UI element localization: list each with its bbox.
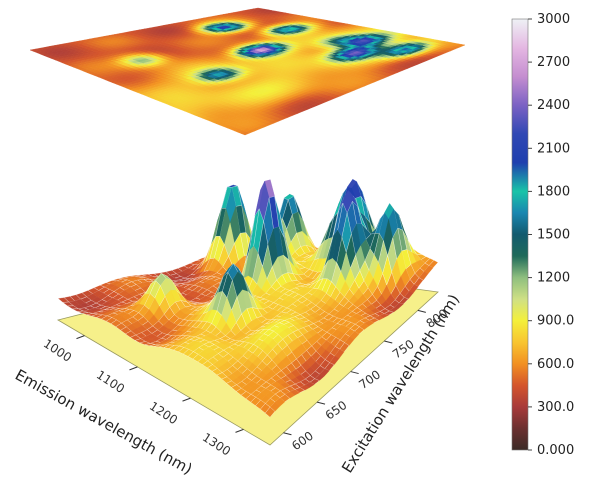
excitation-tick-label: 650: [323, 398, 350, 423]
colorbar-tick-label: 1200: [537, 271, 570, 286]
colorbar-tick-label: 3000: [537, 12, 570, 27]
colorbar-tick-label: 300.0: [537, 400, 574, 415]
colorbar: 3000 2700 2400 2100 1800 1500 1200 900.0 600.0 30…: [511, 12, 574, 458]
excitation-tick: [316, 401, 326, 405]
emission-tick: [129, 366, 138, 371]
colorbar-tick-label: 600.0: [537, 357, 574, 372]
colorbar-tick-label: 2400: [537, 98, 570, 113]
excitation-tick: [384, 340, 393, 344]
emission-tick-label: 1200: [147, 399, 180, 427]
excitation-tick: [283, 432, 292, 436]
emission-tick-label: 1000: [41, 336, 74, 364]
emission-tick-label: 1300: [200, 430, 233, 458]
colorbar-tick-label: 900.0: [537, 314, 574, 329]
emission-tick: [182, 397, 191, 402]
colorbar-tick-label: 0.000: [537, 443, 574, 458]
colorbar-tick-label: 2100: [537, 141, 570, 156]
emission-tick: [235, 428, 244, 433]
emission-tick: [76, 335, 85, 340]
excitation-tick-label: 700: [356, 367, 383, 392]
colorbar-tick-label: 2700: [537, 55, 570, 70]
colorbar-tick-label: 1500: [537, 228, 570, 243]
emission-tick-label: 1100: [94, 368, 127, 396]
contour-projection-plane: [29, 7, 466, 136]
colorbar-gradient: [511, 18, 529, 451]
excitation-tick: [350, 371, 359, 375]
colorbar-tick-label: 1800: [537, 184, 570, 199]
excitation-tick: [417, 309, 426, 313]
excitation-tick-label: 600: [289, 429, 316, 454]
